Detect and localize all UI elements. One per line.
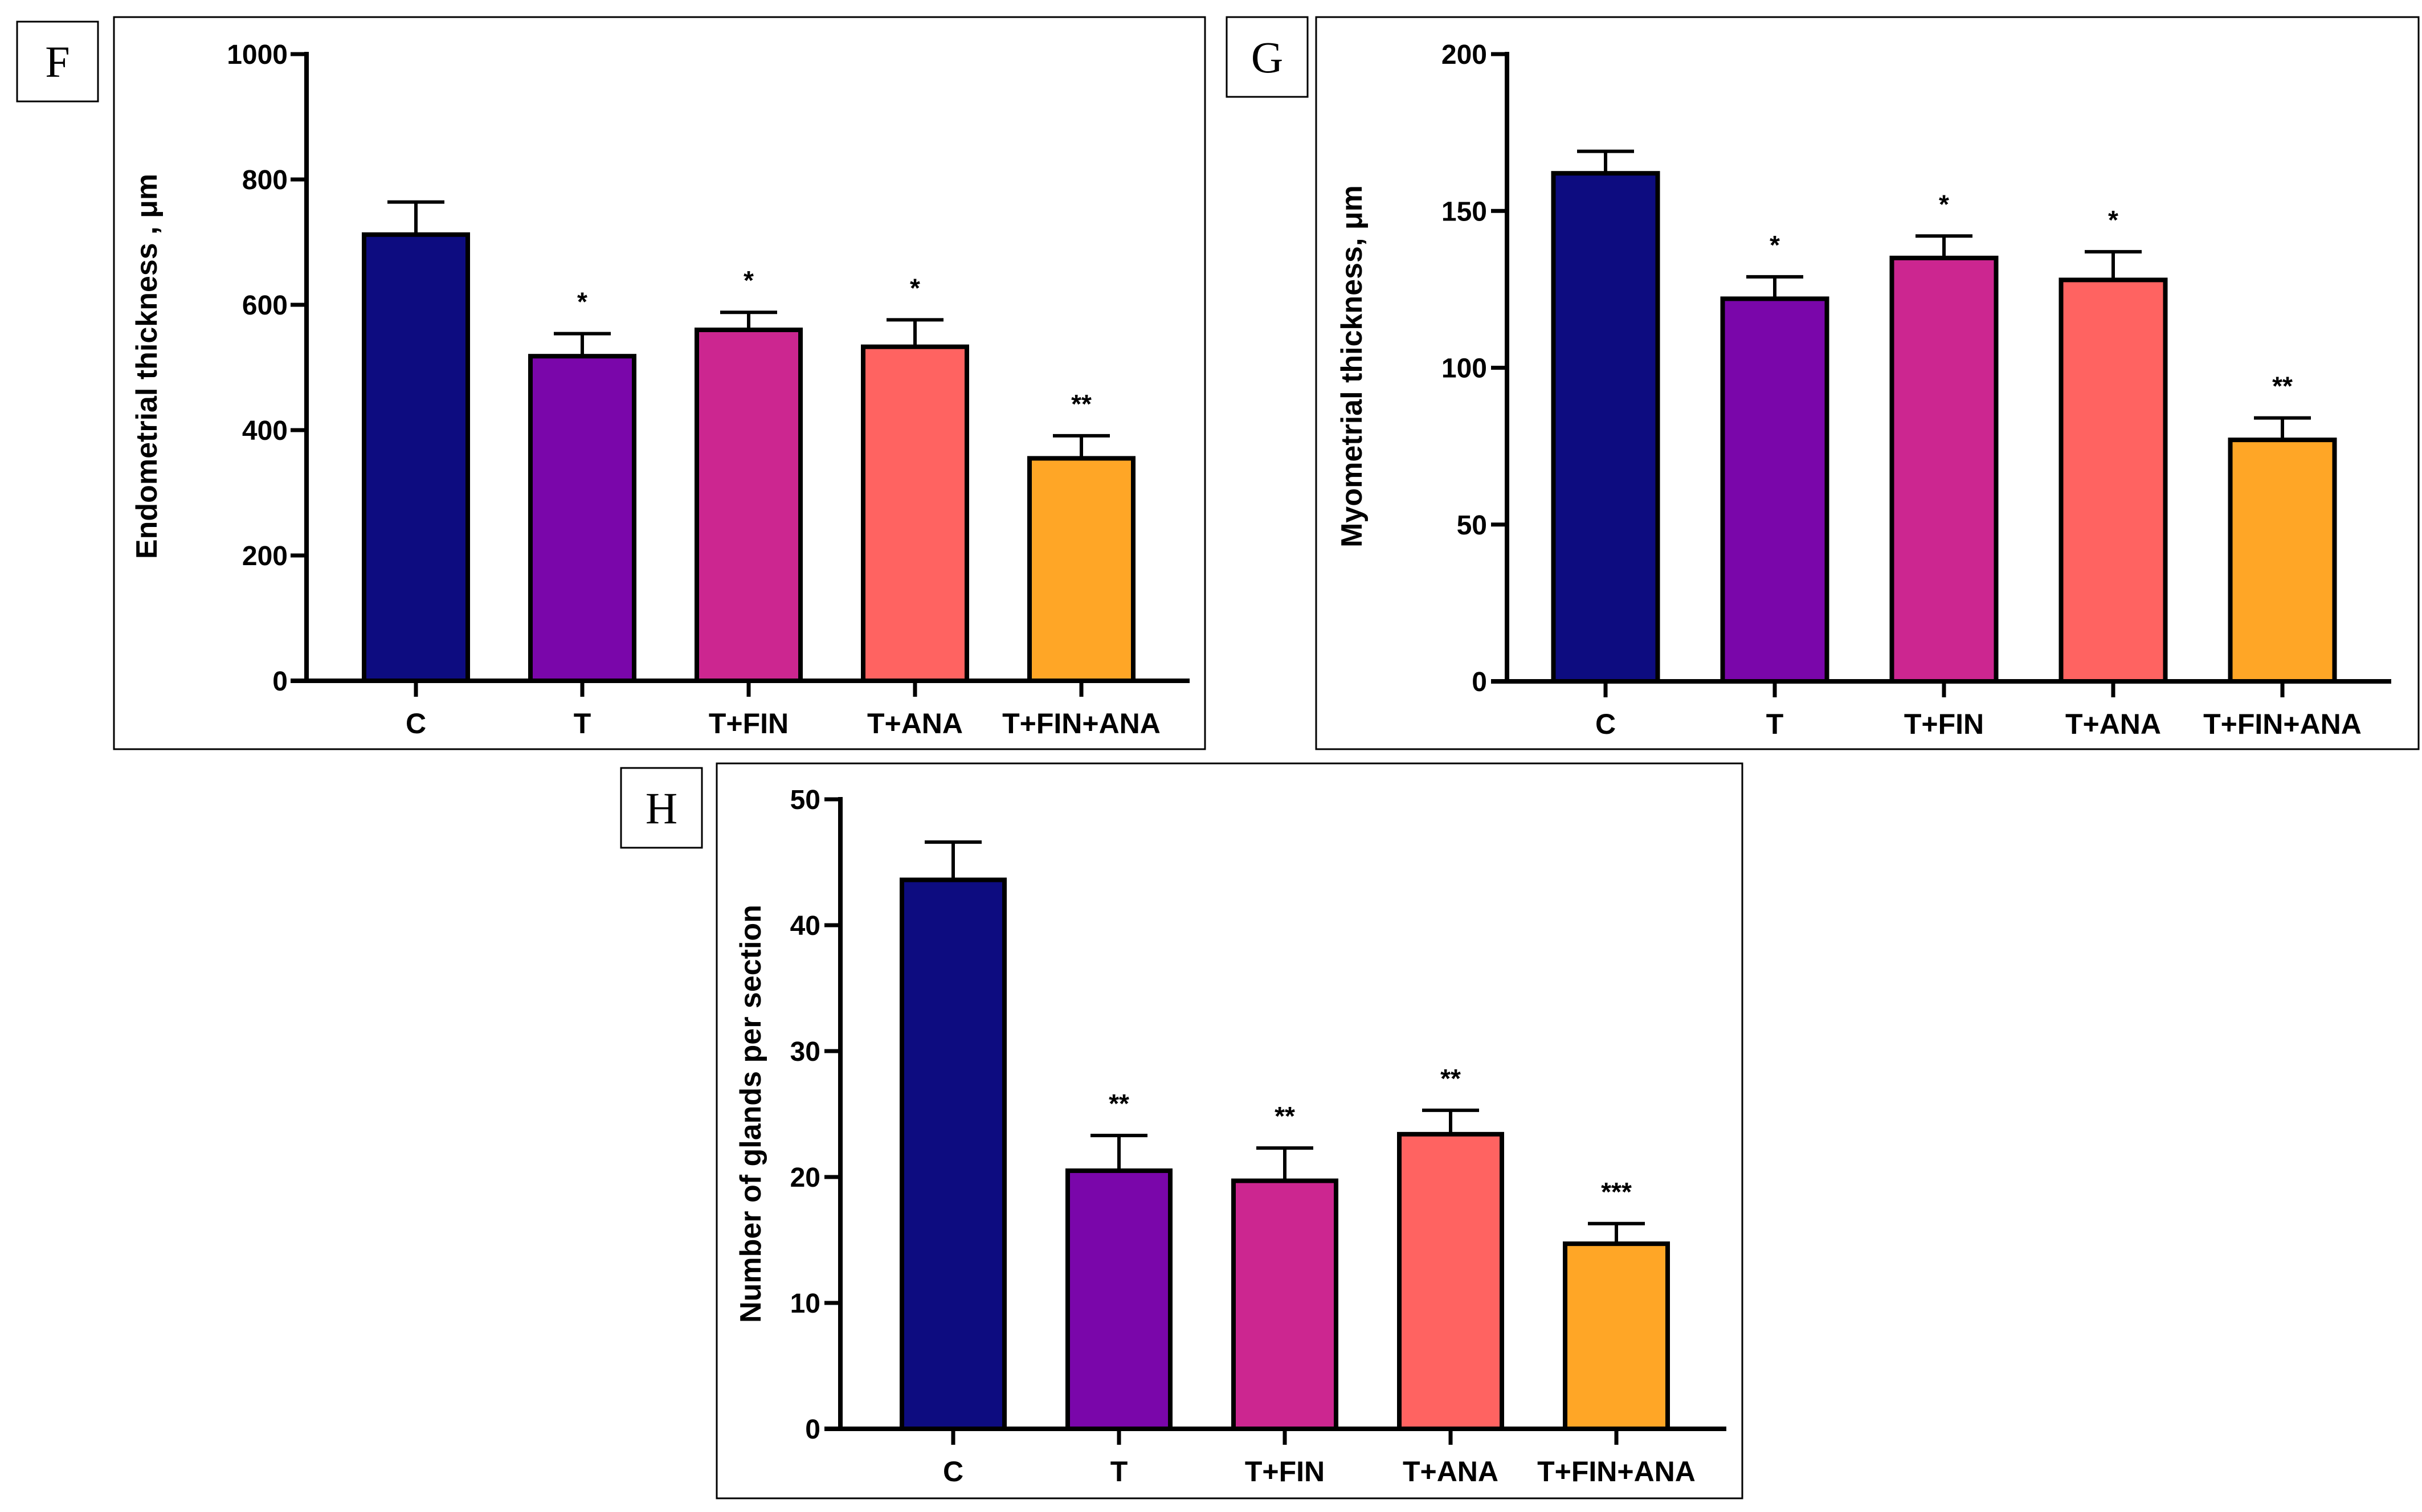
panel-h-y-axis-label: Number of glands per section: [734, 905, 767, 1323]
panel-f-letter: F: [45, 37, 70, 87]
panel-h-significance-label: **: [1275, 1101, 1295, 1131]
panel-f-category-label: T+FIN+ANA: [1002, 708, 1161, 739]
panel-h-y-tick-label: 20: [790, 1163, 820, 1193]
panel-f-y-axis-label: Endometrial thickness , μm: [130, 174, 164, 559]
panel-f-frame: [113, 16, 1206, 750]
panel-g: G Myometrial thickness, μm 0 50 100 150 200 C…: [1226, 16, 2420, 750]
panel-h-bar-c: [900, 877, 1007, 1431]
panel-f-bar-t: [528, 354, 636, 683]
panel-g-bar-t-fin-ana: [2228, 438, 2337, 684]
panel-h-y-tick-label: 0: [805, 1415, 820, 1445]
panel-f-y-tick-label: 0: [272, 667, 288, 697]
panel-h: H Number of glands per section 0 10 20 30 40…: [620, 762, 1743, 1499]
panel-f-y-tick-label: 600: [242, 291, 288, 321]
panel-h-significance-label: ***: [1601, 1177, 1632, 1207]
panel-f-category-label: C: [406, 708, 426, 739]
panel-h-category-label: T+FIN: [1245, 1456, 1325, 1488]
panel-f-category-label: T: [574, 708, 591, 739]
panel-f-significance-label: *: [910, 273, 920, 303]
panel-f-y-tick-label: 200: [242, 541, 288, 571]
panel-f-significance-label: **: [1071, 389, 1092, 419]
panel-h-significance-label: **: [1440, 1064, 1461, 1093]
panel-h-y-tick-label: 40: [790, 911, 820, 941]
panel-g-category-label: T+ANA: [2065, 708, 2161, 740]
panel-h-bar-t: [1065, 1168, 1173, 1431]
panel-g-y-axis-label: Myometrial thickness, μm: [1335, 185, 1369, 547]
panel-f: F Endometrial thickness , μm 0 200 400 600 8…: [16, 16, 1206, 750]
panel-g-category-label: T: [1766, 708, 1784, 740]
panel-g-significance-label: **: [2272, 371, 2293, 401]
panel-g-bar-t-fin: [1889, 255, 1999, 684]
panel-f-bar-t-ana: [861, 344, 969, 683]
panel-g-category-label: T+FIN: [1904, 708, 1984, 740]
panel-g-y-tick-label: 0: [1472, 667, 1487, 697]
panel-h-category-label: C: [943, 1456, 963, 1488]
panel-h-bar-t-fin-ana: [1563, 1241, 1670, 1431]
panel-h-letter-box: [620, 767, 703, 849]
panel-f-category-label: T+ANA: [867, 708, 963, 739]
panel-h-y-tick-label: 50: [790, 785, 820, 815]
panel-f-bar-t-fin-ana: [1027, 456, 1136, 683]
panel-f-y-tick-label: 1000: [227, 40, 288, 70]
panel-g-significance-label: *: [1770, 230, 1780, 260]
panel-h-category-label: T: [1110, 1456, 1128, 1488]
panel-f-bar-t-fin: [695, 328, 803, 683]
panel-g-letter: G: [1251, 32, 1283, 82]
panel-f-y-tick-label: 400: [242, 416, 288, 446]
panel-f-significance-label: *: [744, 265, 754, 295]
panel-h-category-label: T+FIN+ANA: [1537, 1456, 1696, 1488]
panel-h-letter: H: [646, 783, 677, 833]
panel-g-y-tick-label: 50: [1457, 510, 1487, 541]
panel-h-significance-label: **: [1109, 1089, 1129, 1118]
panel-g-bar-t: [1720, 296, 1829, 684]
panel-h-category-label: T+ANA: [1403, 1456, 1498, 1488]
panel-f-y-tick-label: 800: [242, 165, 288, 195]
panel-f-letter-box: [16, 21, 99, 103]
panel-g-bar-c: [1551, 171, 1660, 684]
panel-g-category-label: T+FIN+ANA: [2203, 708, 2362, 740]
panel-g-significance-label: *: [2108, 205, 2118, 235]
panel-f-bar-c: [362, 232, 470, 683]
panel-f-significance-label: *: [577, 287, 587, 317]
panel-g-significance-label: *: [1939, 189, 1949, 219]
panel-g-y-tick-label: 150: [1441, 197, 1487, 227]
panel-h-y-tick-label: 10: [790, 1289, 820, 1319]
panel-h-bar-t-fin: [1231, 1178, 1338, 1431]
panel-g-y-tick-label: 100: [1441, 354, 1487, 384]
panel-g-category-label: C: [1595, 708, 1616, 740]
panel-g-frame: [1315, 16, 2420, 750]
panel-h-bar-t-ana: [1397, 1131, 1504, 1431]
panel-f-category-label: T+FIN: [709, 708, 789, 739]
panel-h-frame: [716, 762, 1743, 1499]
panel-g-y-tick-label: 200: [1441, 40, 1487, 70]
panel-h-y-tick-label: 30: [790, 1037, 820, 1067]
panel-g-letter-box: [1226, 16, 1309, 98]
panel-g-bar-t-ana: [2059, 277, 2168, 684]
